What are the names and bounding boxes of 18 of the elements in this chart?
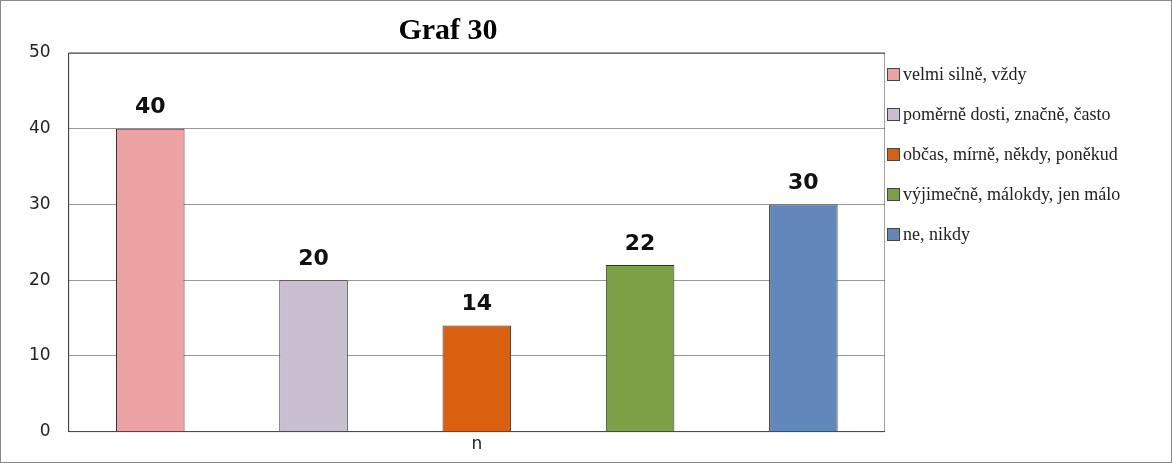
- y-tick-label: 50: [28, 41, 51, 62]
- legend-label: občas, mírně, někdy, poněkud: [903, 143, 1118, 165]
- y-tick-label: 10: [28, 344, 51, 365]
- legend-label: výjimečně, málokdy, jen málo: [903, 183, 1121, 205]
- data-label: 20: [298, 244, 329, 270]
- x-tick-label: n: [471, 433, 483, 454]
- legend-label: poměrně dosti, značně, často: [903, 103, 1111, 125]
- data-label: 22: [624, 229, 656, 255]
- legend-label: ne, nikdy: [903, 223, 970, 245]
- y-tick-label: 30: [28, 192, 51, 213]
- data-label: 30: [788, 169, 819, 195]
- legend-label: velmi silně, vždy: [903, 63, 1027, 85]
- data-label: 40: [134, 93, 166, 119]
- chart-title: Graf 30: [398, 11, 498, 45]
- y-tick-label: 20: [28, 268, 51, 289]
- y-tick-label: 40: [28, 117, 51, 138]
- data-label: 14: [461, 290, 493, 316]
- y-tick-label: 0: [39, 420, 51, 441]
